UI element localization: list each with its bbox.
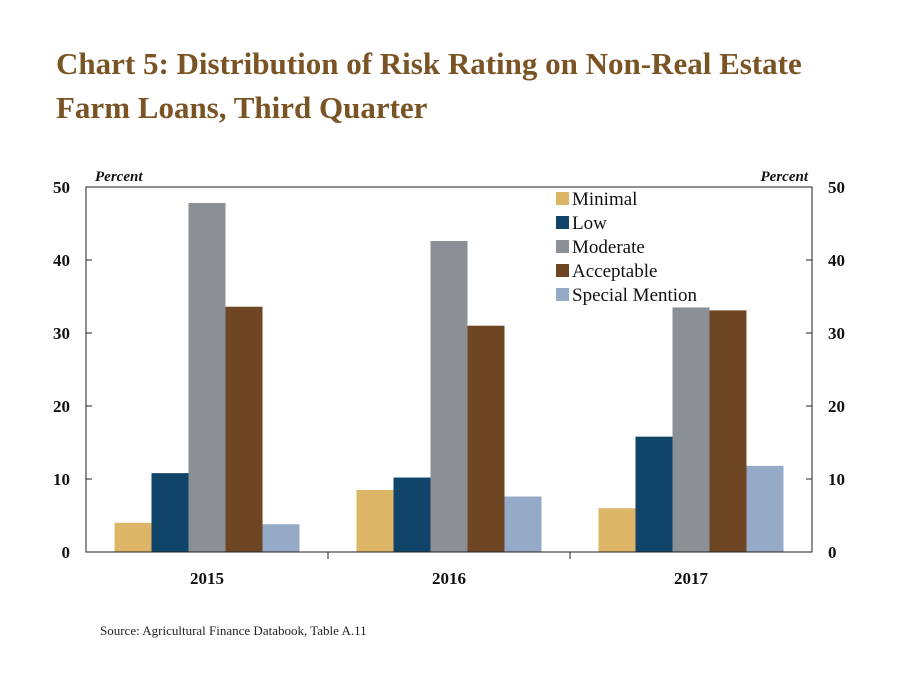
y-axis-right: 0 10 20 30 40 50: [806, 178, 845, 562]
chart-title: Chart 5: Distribution of Risk Rating on …: [56, 46, 802, 125]
x-tick-label-2016: 2016: [432, 569, 466, 588]
legend-label-acceptable: Acceptable: [572, 261, 657, 282]
bar-special-mention-2016: [504, 496, 542, 552]
y-tick-label-left: 50: [53, 178, 70, 197]
x-tick-label-2015: 2015: [190, 569, 224, 588]
y-tick-label-right: 20: [828, 397, 845, 416]
bar-special-mention-2017: [746, 465, 784, 552]
y-tick-label-right: 0: [828, 543, 837, 562]
legend-label-special-mention: Special Mention: [572, 285, 698, 306]
bar-acceptable-2015: [225, 306, 263, 552]
plot-frame: [85, 186, 813, 553]
bar-moderate-2015: [188, 203, 226, 552]
y-tick-label-right: 10: [828, 470, 845, 489]
y-axis-left: 0 10 20 30 40 50: [53, 178, 92, 562]
y-tick-label-left: 10: [53, 470, 70, 489]
source-note: Source: Agricultural Finance Databook, T…: [100, 623, 367, 638]
y-tick-label-left: 30: [53, 324, 70, 343]
bar-low-2016: [393, 477, 431, 552]
x-axis: 2015 2016 2017: [190, 552, 709, 588]
bar-minimal-2017: [598, 508, 636, 552]
legend-swatch-minimal: [556, 192, 569, 205]
bar-low-2017: [635, 436, 673, 552]
legend-swatch-moderate: [556, 240, 569, 253]
y-unit-left: Percent: [95, 169, 143, 185]
y-tick-label-left: 20: [53, 397, 70, 416]
y-tick-label-right: 40: [828, 251, 845, 270]
legend-swatch-special-mention: [556, 288, 569, 301]
legend-label-moderate: Moderate: [572, 237, 645, 258]
legend-label-low: Low: [572, 213, 607, 234]
x-tick-label-2017: 2017: [674, 569, 709, 588]
legend-swatch-acceptable: [556, 264, 569, 277]
bar-moderate-2017: [672, 307, 710, 552]
y-unit-right: Percent: [761, 169, 809, 185]
y-tick-label-right: 50: [828, 178, 845, 197]
y-tick-label-left: 40: [53, 251, 70, 270]
legend-label-minimal: Minimal: [572, 189, 637, 210]
bar-low-2015: [151, 473, 189, 552]
bars: [114, 203, 784, 552]
legend: Minimal Low Moderate Acceptable Special Ment…: [556, 189, 698, 306]
y-tick-label-right: 30: [828, 324, 845, 343]
bar-acceptable-2016: [467, 325, 505, 552]
bar-special-mention-2015: [262, 524, 300, 552]
bar-minimal-2016: [356, 489, 394, 552]
y-tick-label-left: 0: [62, 543, 71, 562]
bar-moderate-2016: [430, 241, 468, 552]
bar-minimal-2015: [114, 522, 152, 552]
legend-swatch-low: [556, 216, 569, 229]
bar-acceptable-2017: [709, 310, 747, 552]
